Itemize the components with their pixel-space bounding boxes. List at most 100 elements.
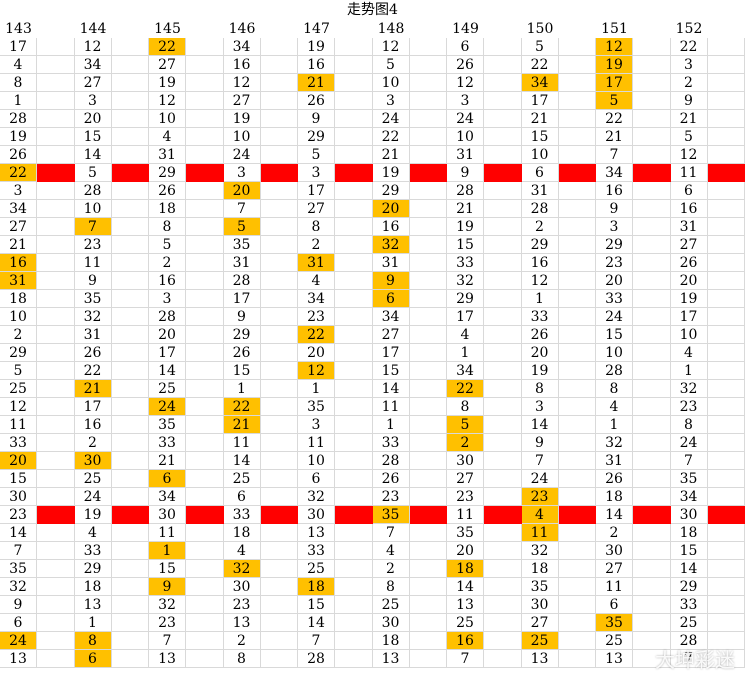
table-cell: 12 — [74, 38, 112, 56]
gap-cell — [409, 470, 447, 488]
gap-cell — [558, 614, 596, 632]
table-cell: 30 — [0, 488, 37, 506]
table-cell: 25 — [596, 632, 633, 650]
gap-cell — [484, 128, 522, 146]
table-cell: 28 — [596, 362, 633, 380]
table-cell: 33 — [298, 542, 335, 560]
gap-cell — [409, 596, 447, 614]
gap-cell — [707, 110, 745, 128]
gap-cell — [409, 182, 447, 200]
table-cell: 12 — [596, 38, 633, 56]
gap-cell — [409, 380, 447, 398]
table-cell: 14 — [670, 560, 708, 578]
gap-cell — [111, 218, 149, 236]
gap-cell — [558, 380, 596, 398]
table-cell: 9 — [0, 596, 37, 614]
marker-bar — [335, 506, 373, 524]
table-cell: 27 — [149, 56, 186, 74]
gap-cell — [186, 344, 224, 362]
gap-cell — [260, 74, 298, 92]
table-cell: 24 — [372, 110, 410, 128]
table-cell: 4 — [596, 398, 633, 416]
table-cell: 1 — [223, 380, 261, 398]
gap-cell — [484, 542, 522, 560]
table-cell: 21 — [372, 146, 410, 164]
table-cell: 33 — [74, 542, 112, 560]
gap-cell — [484, 254, 522, 272]
gap-cell — [633, 56, 671, 74]
table-cell: 33 — [149, 434, 186, 452]
gap-cell — [633, 560, 671, 578]
gap-cell — [484, 380, 522, 398]
table-cell: 32 — [74, 308, 112, 326]
table-cell: 31 — [223, 254, 261, 272]
gap-cell — [633, 542, 671, 560]
table-cell: 3 — [149, 290, 186, 308]
gap-cell — [558, 200, 596, 218]
gap-cell — [707, 92, 745, 110]
gap-cell — [633, 236, 671, 254]
gap-cell — [335, 614, 373, 632]
gap-cell — [633, 632, 671, 650]
gap-cell — [633, 578, 671, 596]
table-cell: 6 — [74, 650, 112, 668]
gap-cell — [111, 380, 149, 398]
table-cell: 21 — [149, 452, 186, 470]
gap-cell — [260, 128, 298, 146]
gap-cell — [633, 74, 671, 92]
table-cell: 3 — [298, 416, 335, 434]
gap-cell — [409, 344, 447, 362]
gap-cell — [409, 272, 447, 290]
table-cell: 23 — [298, 308, 335, 326]
gap-cell — [409, 434, 447, 452]
gap-cell — [409, 74, 447, 92]
table-cell: 29 — [74, 560, 112, 578]
table-cell: 5 — [0, 362, 37, 380]
table-cell: 30 — [372, 614, 410, 632]
table-cell: 5 — [596, 92, 633, 110]
table-cell: 23 — [149, 614, 186, 632]
table-cell: 23 — [74, 236, 112, 254]
gap-cell — [558, 560, 596, 578]
table-cell: 4 — [74, 524, 112, 542]
gap-cell — [37, 524, 75, 542]
table-cell: 27 — [74, 74, 112, 92]
gap-cell — [484, 92, 522, 110]
table-cell: 2 — [447, 434, 484, 452]
gap-cell — [409, 362, 447, 380]
gap-cell — [409, 200, 447, 218]
gap-cell — [409, 38, 447, 56]
gap-cell — [484, 614, 522, 632]
table-cell: 19 — [372, 164, 410, 182]
gap-cell — [186, 182, 224, 200]
table-cell: 19 — [223, 110, 261, 128]
table-cell: 11 — [223, 434, 261, 452]
table-cell: 7 — [521, 452, 559, 470]
table-cell: 27 — [596, 560, 633, 578]
table-cell: 21 — [670, 110, 708, 128]
table-cell: 18 — [596, 488, 633, 506]
table-cell: 28 — [298, 650, 335, 668]
gap-cell — [707, 434, 745, 452]
table-cell: 28 — [149, 308, 186, 326]
gap-cell — [558, 254, 596, 272]
gap-cell — [260, 488, 298, 506]
gap-cell — [335, 182, 373, 200]
table-cell: 18 — [149, 200, 186, 218]
gap-cell — [111, 254, 149, 272]
table-cell: 30 — [223, 578, 261, 596]
table-cell: 35 — [521, 578, 559, 596]
table-cell: 13 — [521, 650, 559, 668]
table-cell: 24 — [74, 488, 112, 506]
table-cell: 19 — [670, 290, 708, 308]
marker-bar — [707, 164, 745, 182]
gap-cell — [558, 272, 596, 290]
table-cell: 5 — [298, 146, 335, 164]
table-cell: 7 — [447, 650, 484, 668]
table-cell: 23 — [596, 254, 633, 272]
table-cell: 9 — [223, 308, 261, 326]
gap-cell — [186, 416, 224, 434]
table-cell: 35 — [223, 236, 261, 254]
table-cell: 14 — [596, 506, 633, 524]
table-cell: 33 — [521, 308, 559, 326]
